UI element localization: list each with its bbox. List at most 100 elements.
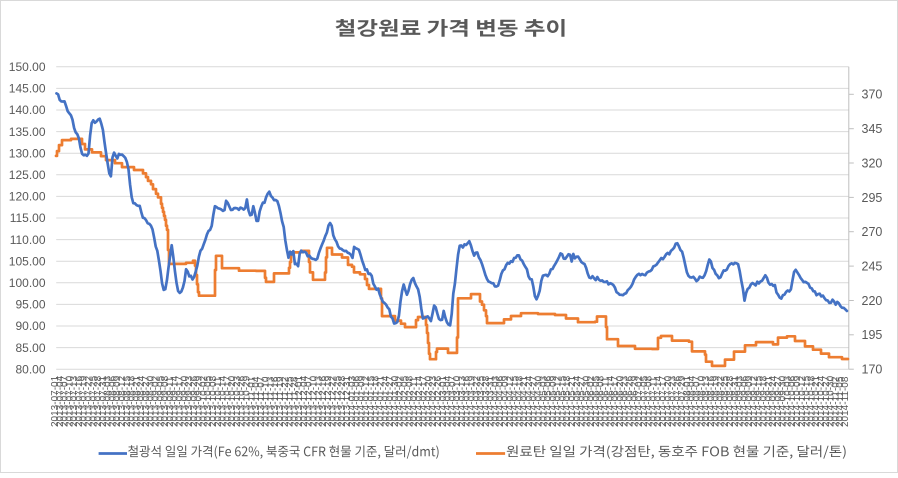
svg-text:2013-12-19: 2013-12-19: [323, 375, 334, 427]
svg-text:2014-06-05: 2014-06-05: [591, 375, 602, 427]
svg-text:2014-01-06: 2014-01-06: [352, 375, 363, 427]
svg-text:2014-01-18: 2014-01-18: [371, 375, 382, 427]
svg-text:2014-10-24: 2014-10-24: [816, 375, 827, 427]
svg-text:370: 370: [862, 88, 883, 102]
svg-text:2013-08-30: 2013-08-30: [146, 375, 157, 427]
svg-text:2013-09-05: 2013-09-05: [155, 375, 166, 427]
svg-text:2014-10-06: 2014-10-06: [787, 375, 798, 427]
svg-text:85.00: 85.00: [15, 341, 45, 355]
svg-text:2014-09-09: 2014-09-09: [744, 375, 755, 427]
svg-text:2013-11-16: 2013-11-16: [270, 376, 281, 427]
svg-text:2014-08-16: 2014-08-16: [706, 375, 717, 427]
svg-text:95.00: 95.00: [15, 298, 45, 312]
svg-text:2014-08-13: 2014-08-13: [701, 375, 712, 427]
svg-text:2014-08-07: 2014-08-07: [692, 375, 703, 427]
svg-text:2014-08-22: 2014-08-22: [715, 375, 726, 427]
svg-text:2013-07-13: 2013-07-13: [69, 375, 80, 427]
svg-text:2014-06-29: 2014-06-29: [629, 375, 640, 427]
svg-text:2014-01-03: 2014-01-03: [347, 375, 358, 427]
svg-text:80.00: 80.00: [15, 362, 45, 376]
svg-text:2014-07-14: 2014-07-14: [653, 375, 664, 427]
svg-text:2013-08-09: 2013-08-09: [112, 375, 123, 427]
svg-text:2013-08-21: 2013-08-21: [131, 375, 142, 427]
svg-text:2014-11-02: 2014-11-02: [830, 376, 841, 427]
svg-text:2013-08-15: 2013-08-15: [122, 375, 133, 427]
svg-text:2014-10-09: 2014-10-09: [792, 375, 803, 427]
svg-text:115.00: 115.00: [10, 211, 46, 225]
svg-text:2014-04-27: 2014-04-27: [529, 375, 540, 427]
svg-text:2013-09-26: 2013-09-26: [189, 375, 200, 427]
svg-text:2014-06-11: 2014-06-11: [601, 376, 612, 427]
svg-text:2014-07-26: 2014-07-26: [672, 375, 683, 427]
svg-text:2014-01-09: 2014-01-09: [356, 375, 367, 427]
svg-text:2014-06-23: 2014-06-23: [620, 375, 631, 427]
svg-text:2013-07-22: 2013-07-22: [84, 375, 95, 427]
svg-text:2014-03-01: 2014-03-01: [438, 375, 449, 427]
svg-text:2014-06-20: 2014-06-20: [615, 375, 626, 427]
svg-text:2013-10-02: 2013-10-02: [198, 375, 209, 427]
svg-text:2014-07-20: 2014-07-20: [663, 375, 674, 427]
svg-text:2014-09-12: 2014-09-12: [749, 375, 760, 427]
svg-text:270: 270: [862, 225, 883, 239]
svg-text:2013-08-24: 2013-08-24: [136, 375, 147, 427]
svg-text:2014-11-05: 2014-11-05: [835, 376, 846, 427]
svg-text:2014-08-01: 2014-08-01: [682, 375, 693, 427]
svg-text:2014-02-23: 2014-02-23: [428, 375, 439, 427]
svg-text:2013-09-20: 2013-09-20: [179, 375, 190, 427]
svg-text:2013-07-01: 2013-07-01: [50, 375, 61, 427]
svg-text:130.00: 130.00: [9, 146, 46, 160]
svg-text:2014-10-30: 2014-10-30: [826, 375, 837, 427]
svg-text:2014-03-13: 2014-03-13: [457, 375, 468, 427]
svg-text:2013-12-28: 2013-12-28: [337, 375, 348, 427]
svg-text:2014-04-21: 2014-04-21: [519, 375, 530, 427]
svg-text:2014-05-24: 2014-05-24: [572, 375, 583, 427]
svg-text:2014-04-06: 2014-04-06: [495, 375, 506, 427]
svg-text:2013-11-04: 2013-11-04: [251, 376, 262, 427]
svg-text:2014-08-31: 2014-08-31: [730, 375, 741, 427]
svg-text:2014-07-02: 2014-07-02: [634, 375, 645, 427]
svg-text:2014-10-15: 2014-10-15: [802, 375, 813, 427]
svg-text:2013-12-31: 2013-12-31: [342, 375, 353, 427]
svg-text:2013-12-01: 2013-12-01: [294, 375, 305, 427]
svg-text:2014-08-10: 2014-08-10: [696, 375, 707, 427]
svg-text:170: 170: [862, 363, 883, 377]
svg-text:2014-03-19: 2014-03-19: [467, 375, 478, 427]
svg-text:2013-09-17: 2013-09-17: [175, 375, 186, 427]
svg-text:2014-04-30: 2014-04-30: [534, 375, 545, 427]
svg-text:2014-02-26: 2014-02-26: [433, 375, 444, 427]
svg-text:2013-11-10: 2013-11-10: [261, 376, 272, 427]
svg-text:2013-12-16: 2013-12-16: [318, 375, 329, 427]
svg-text:2013-12-22: 2013-12-22: [328, 375, 339, 427]
svg-text:2013-10-08: 2013-10-08: [208, 375, 219, 427]
svg-text:100.00: 100.00: [9, 276, 46, 290]
svg-text:2014-02-20: 2014-02-20: [423, 375, 434, 427]
svg-text:120.00: 120.00: [9, 190, 46, 204]
svg-text:2013-10-11: 2013-10-11: [213, 376, 224, 427]
svg-text:2014-07-11: 2014-07-11: [648, 376, 659, 427]
svg-text:2013-12-04: 2013-12-04: [299, 375, 310, 427]
svg-text:2013-12-13: 2013-12-13: [313, 375, 324, 427]
svg-text:2014-04-15: 2014-04-15: [510, 375, 521, 427]
svg-text:2014-08-19: 2014-08-19: [711, 375, 722, 427]
svg-text:2014-08-28: 2014-08-28: [725, 375, 736, 427]
svg-text:2014-09-15: 2014-09-15: [754, 375, 765, 427]
svg-text:2013-07-04: 2013-07-04: [55, 375, 66, 427]
svg-text:2014-05-06: 2014-05-06: [543, 375, 554, 427]
svg-text:2013-08-03: 2013-08-03: [103, 375, 114, 427]
svg-text:2014-05-09: 2014-05-09: [548, 375, 559, 427]
svg-text:2013-08-12: 2013-08-12: [117, 375, 128, 427]
svg-text:2013-11-25: 2013-11-25: [285, 376, 296, 427]
svg-text:2014-05-12: 2014-05-12: [553, 375, 564, 427]
svg-text:2013-11-19: 2013-11-19: [275, 376, 286, 427]
svg-text:2014-10-21: 2014-10-21: [811, 375, 822, 427]
svg-text:2013-09-29: 2013-09-29: [194, 375, 205, 427]
svg-text:105.00: 105.00: [9, 254, 46, 268]
svg-text:2014-09-18: 2014-09-18: [759, 375, 770, 427]
svg-text:140.00: 140.00: [9, 103, 46, 117]
svg-text:2013-09-08: 2013-09-08: [160, 375, 171, 427]
svg-text:2014-01-24: 2014-01-24: [380, 375, 391, 427]
svg-text:2013-10-29: 2013-10-29: [242, 375, 253, 427]
svg-text:2014-04-18: 2014-04-18: [514, 375, 525, 427]
svg-text:2013-08-06: 2013-08-06: [107, 375, 118, 427]
svg-text:295: 295: [862, 191, 883, 205]
